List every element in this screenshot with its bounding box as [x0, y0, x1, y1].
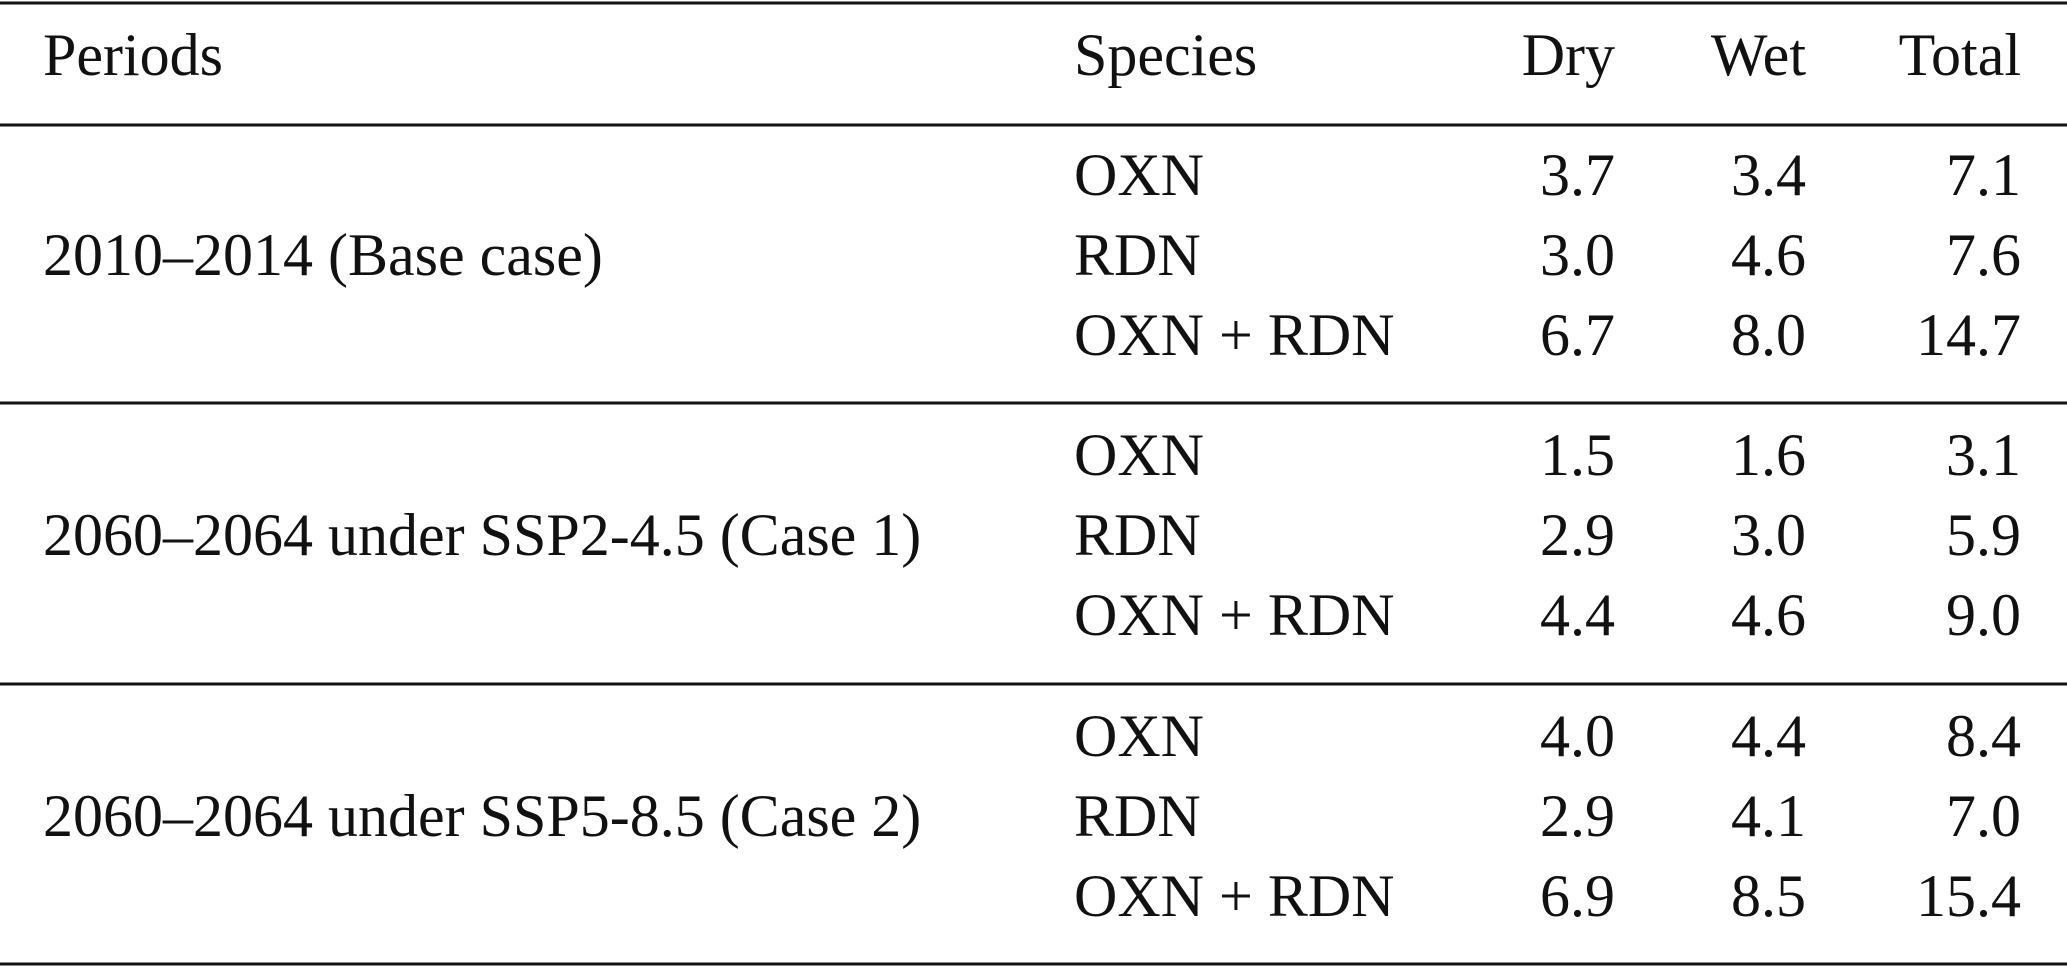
header-cell: Periods — [43, 22, 223, 88]
value-cell: 7.1 — [1946, 142, 2021, 208]
species-cell: RDN — [1074, 502, 1201, 568]
value-cell: 15.4 — [1916, 863, 2021, 929]
value-cell: 7.0 — [1946, 783, 2021, 849]
species-cell: OXN + RDN — [1074, 302, 1395, 368]
header-cell: Total — [1899, 22, 2021, 88]
species-cell: OXN — [1074, 422, 1204, 488]
header-cell: Wet — [1711, 22, 1806, 88]
value-cell: 3.1 — [1946, 422, 2021, 488]
value-cell: 7.6 — [1946, 222, 2021, 288]
value-cell: 3.7 — [1540, 142, 1615, 208]
value-cell: 4.1 — [1731, 783, 1806, 849]
value-cell: 1.5 — [1540, 422, 1615, 488]
species-cell: OXN + RDN — [1074, 863, 1395, 929]
species-cell: RDN — [1074, 222, 1201, 288]
value-cell: 6.9 — [1540, 863, 1615, 929]
species-cell: OXN — [1074, 142, 1204, 208]
value-cell: 4.4 — [1540, 582, 1615, 648]
value-cell: 2.9 — [1540, 502, 1615, 568]
value-cell: 8.5 — [1731, 863, 1806, 929]
species-cell: RDN — [1074, 783, 1201, 849]
header-cell: Dry — [1522, 22, 1615, 88]
value-cell: 6.7 — [1540, 302, 1615, 368]
value-cell: 3.0 — [1540, 222, 1615, 288]
value-cell: 4.4 — [1731, 703, 1806, 769]
value-cell: 1.6 — [1731, 422, 1806, 488]
value-cell: 2.9 — [1540, 783, 1615, 849]
species-cell: OXN — [1074, 703, 1204, 769]
period-cell: 2010–2014 (Base case) — [43, 222, 603, 288]
value-cell: 3.0 — [1731, 502, 1806, 568]
value-cell: 4.6 — [1731, 222, 1806, 288]
value-cell: 8.0 — [1731, 302, 1806, 368]
value-cell: 3.4 — [1731, 142, 1806, 208]
value-cell: 5.9 — [1946, 502, 2021, 568]
value-cell: 14.7 — [1916, 302, 2021, 368]
header-cell: Species — [1074, 22, 1257, 88]
value-cell: 4.0 — [1540, 703, 1615, 769]
value-cell: 9.0 — [1946, 582, 2021, 648]
species-cell: OXN + RDN — [1074, 582, 1395, 648]
period-cell: 2060–2064 under SSP2-4.5 (Case 1) — [43, 502, 921, 568]
value-cell: 4.6 — [1731, 582, 1806, 648]
value-cell: 8.4 — [1946, 703, 2021, 769]
period-cell: 2060–2064 under SSP5-8.5 (Case 2) — [43, 783, 921, 849]
